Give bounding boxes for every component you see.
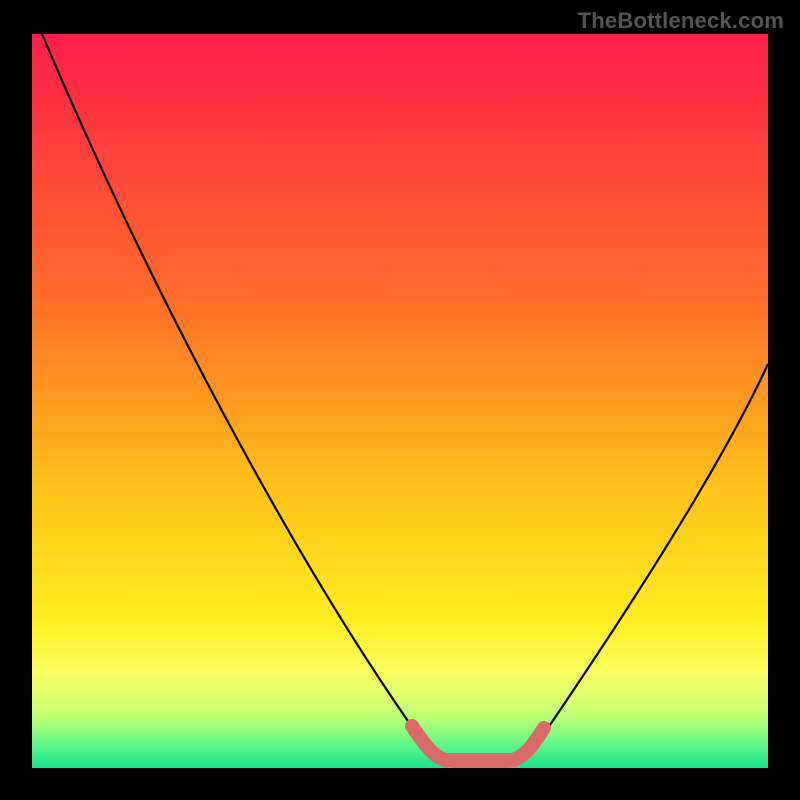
bottleneck-curve — [42, 34, 768, 758]
basin-highlight — [412, 726, 544, 760]
basin-dot — [441, 757, 452, 768]
chart-frame: TheBottleneck.com — [0, 0, 800, 800]
curve-layer — [32, 34, 768, 768]
plot-area — [32, 34, 768, 768]
watermark-text: TheBottleneck.com — [578, 8, 784, 34]
basin-dot — [509, 757, 520, 768]
